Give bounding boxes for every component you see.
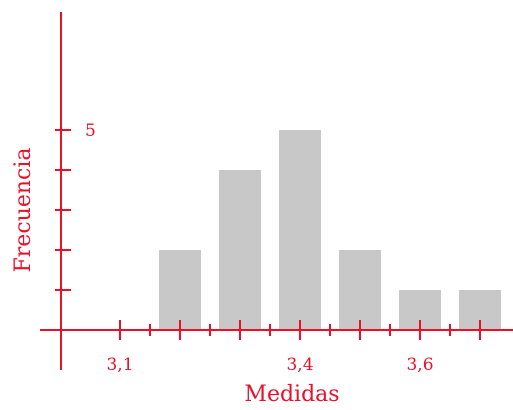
x-axis-label: Medidas	[244, 382, 339, 407]
y-tick-label-5: 5	[85, 121, 96, 141]
axes-group	[40, 12, 513, 370]
bar-3-4	[279, 130, 321, 330]
x-tick-label-3-1: 3,1	[106, 355, 133, 375]
bars-group	[159, 130, 501, 330]
bar-3-3	[219, 170, 261, 330]
y-axis-label: Frecuencia	[11, 148, 36, 273]
bar-3-5	[339, 250, 381, 330]
ticks-group: 5 3,1 3,4 3,6	[55, 121, 481, 375]
x-tick-label-3-4: 3,4	[286, 355, 313, 375]
x-tick-label-3-6: 3,6	[406, 355, 433, 375]
bar-3-2	[159, 250, 201, 330]
